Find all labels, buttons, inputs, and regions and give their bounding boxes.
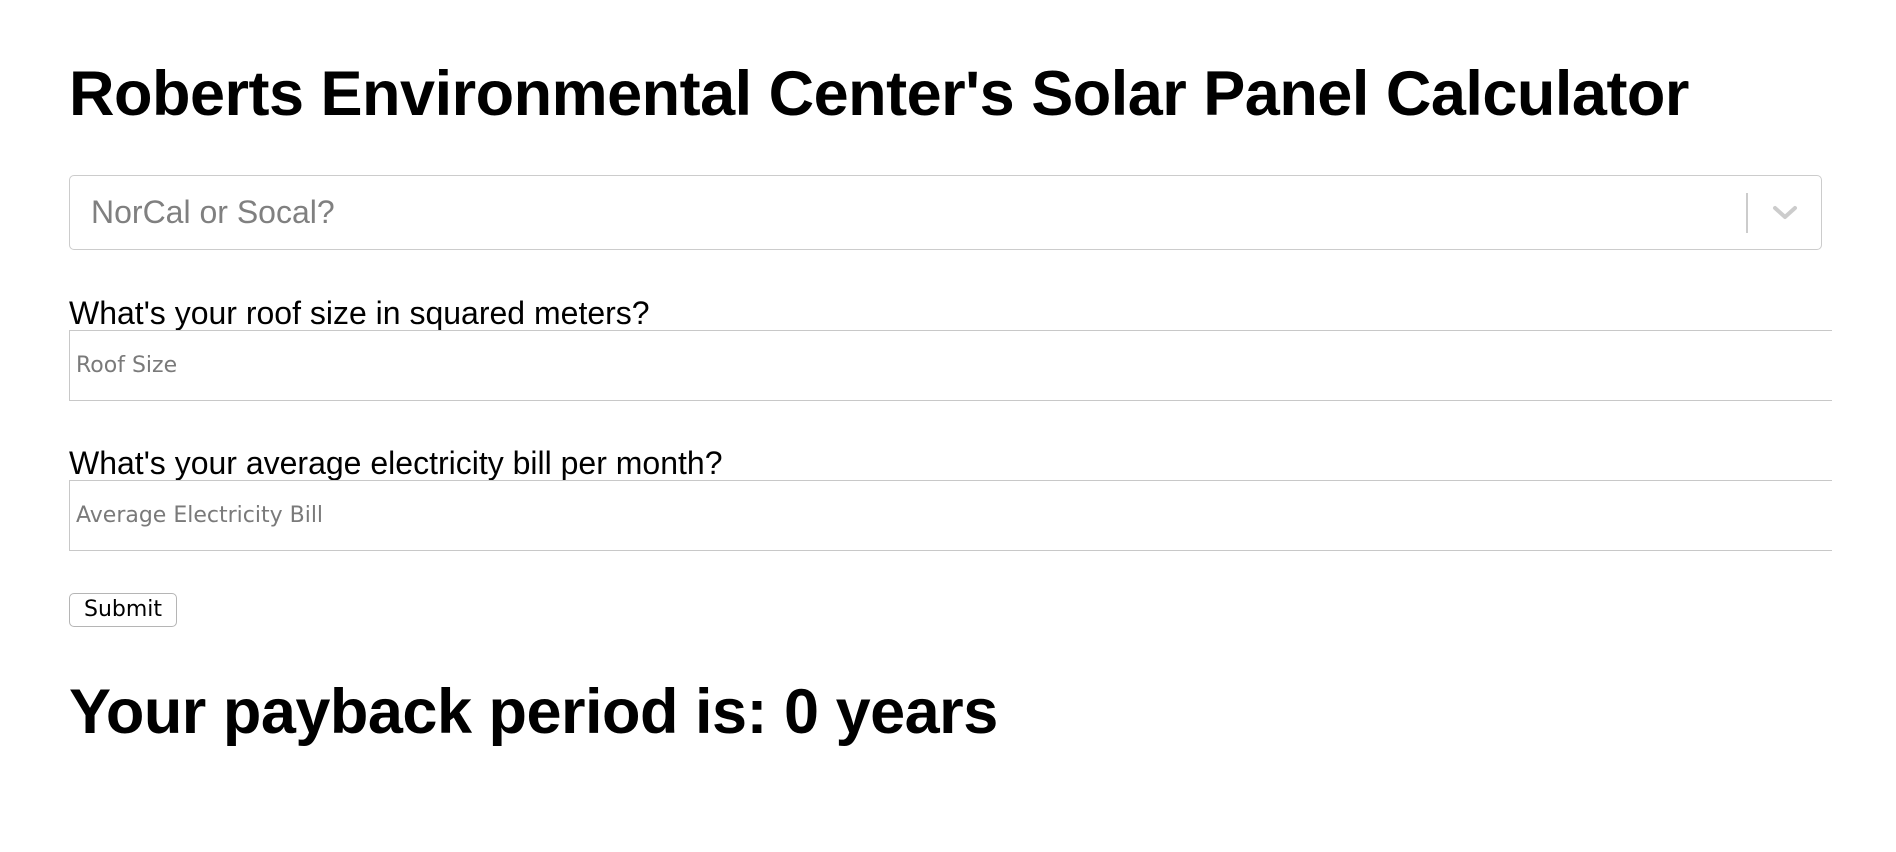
region-select-placeholder: NorCal or Socal? [91, 194, 335, 230]
payback-period-result: Your payback period is: 0 years [69, 677, 998, 747]
electricity-bill-input[interactable] [69, 480, 1832, 551]
roof-size-input[interactable] [69, 330, 1832, 401]
electricity-bill-label: What's your average electricity bill per… [69, 445, 723, 481]
page-title: Roberts Environmental Center's Solar Pan… [69, 59, 1689, 129]
submit-button[interactable]: Submit [69, 593, 178, 627]
chevron-down-icon[interactable] [1748, 176, 1821, 249]
select-indicator-separator [1746, 192, 1748, 233]
region-select[interactable]: NorCal or Socal? [69, 175, 1822, 250]
roof-size-label: What's your roof size in squared meters? [69, 295, 650, 331]
